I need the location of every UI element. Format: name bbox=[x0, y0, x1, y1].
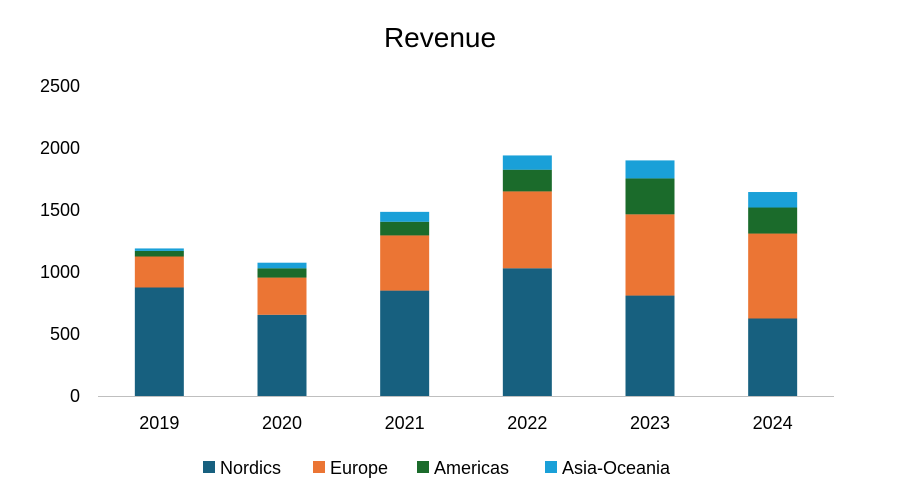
bar-asia-oceania-2024 bbox=[748, 192, 798, 208]
bar-nordics-2022 bbox=[502, 268, 552, 396]
legend: Nordics Europe Americas Asia-Oceania bbox=[203, 458, 671, 478]
bar-europe-2023 bbox=[625, 214, 675, 296]
x-tick-label: 2022 bbox=[507, 413, 547, 433]
bar-americas-2024 bbox=[748, 207, 798, 234]
x-tick-label: 2023 bbox=[630, 413, 670, 433]
bars bbox=[134, 155, 798, 396]
legend-swatch-nordics bbox=[203, 461, 215, 473]
x-tick-label: 2021 bbox=[385, 413, 425, 433]
bar-europe-2024 bbox=[748, 233, 798, 319]
bar-europe-2020 bbox=[257, 277, 307, 315]
y-tick-label: 1500 bbox=[40, 200, 80, 220]
bar-americas-2023 bbox=[625, 178, 675, 215]
legend-label-europe: Europe bbox=[330, 458, 388, 478]
y-tick-label: 0 bbox=[70, 386, 80, 406]
x-tick-label: 2019 bbox=[139, 413, 179, 433]
bar-asia-oceania-2022 bbox=[502, 155, 552, 170]
x-axis-ticks: 2019 2020 2021 2022 2023 2024 bbox=[139, 413, 792, 433]
bar-asia-oceania-2019 bbox=[134, 248, 184, 251]
y-tick-label: 500 bbox=[50, 324, 80, 344]
bar-nordics-2023 bbox=[625, 295, 675, 396]
bar-europe-2022 bbox=[502, 191, 552, 269]
x-tick-label: 2020 bbox=[262, 413, 302, 433]
legend-label-americas: Americas bbox=[434, 458, 509, 478]
y-axis-ticks: 0 500 1000 1500 2000 2500 bbox=[40, 76, 80, 406]
legend-swatch-asia-oceania bbox=[545, 461, 557, 473]
bar-asia-oceania-2020 bbox=[257, 262, 307, 269]
bar-americas-2022 bbox=[502, 169, 552, 192]
y-tick-label: 2000 bbox=[40, 138, 80, 158]
y-tick-label: 2500 bbox=[40, 76, 80, 96]
bar-nordics-2019 bbox=[134, 287, 184, 396]
bar-americas-2020 bbox=[257, 268, 307, 278]
bar-americas-2021 bbox=[380, 221, 430, 236]
legend-swatch-europe bbox=[313, 461, 325, 473]
bar-nordics-2021 bbox=[380, 290, 430, 396]
x-tick-label: 2024 bbox=[753, 413, 793, 433]
legend-label-asia-oceania: Asia-Oceania bbox=[562, 458, 671, 478]
bar-asia-oceania-2023 bbox=[625, 160, 675, 179]
bar-americas-2019 bbox=[134, 250, 184, 257]
bar-europe-2019 bbox=[134, 256, 184, 288]
y-tick-label: 1000 bbox=[40, 262, 80, 282]
legend-label-nordics: Nordics bbox=[220, 458, 281, 478]
legend-swatch-americas bbox=[417, 461, 429, 473]
bar-nordics-2020 bbox=[257, 314, 307, 396]
bar-asia-oceania-2021 bbox=[380, 211, 430, 222]
chart-title: Revenue bbox=[384, 22, 496, 53]
bar-nordics-2024 bbox=[748, 318, 798, 396]
bar-europe-2021 bbox=[380, 235, 430, 291]
